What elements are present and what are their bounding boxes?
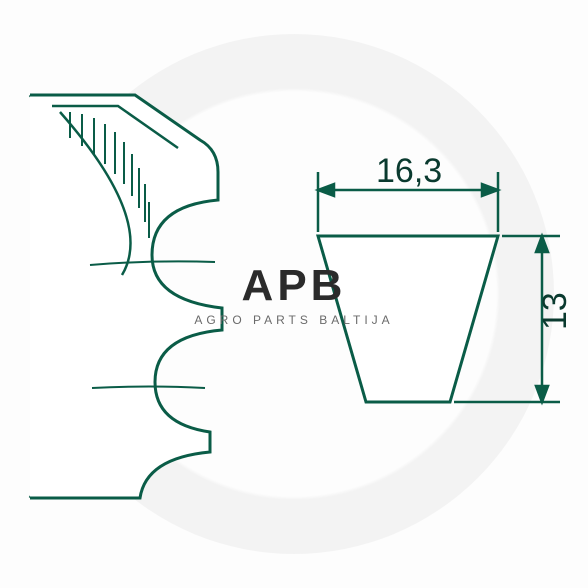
dimension-height-value: 13: [536, 292, 574, 330]
watermark-brand: APB: [194, 261, 393, 311]
watermark-subtitle: AGRO PARTS BALTIJA: [194, 313, 393, 327]
dimension-width-value: 16,3: [376, 152, 442, 190]
belt-side-view: [30, 95, 222, 498]
watermark-text: APB AGRO PARTS BALTIJA: [194, 261, 393, 327]
